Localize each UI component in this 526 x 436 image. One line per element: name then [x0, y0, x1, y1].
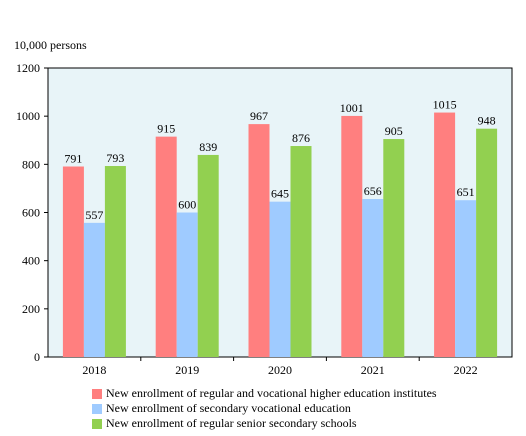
legend-label: New enrollment of regular senior seconda… [106, 416, 357, 430]
bar [176, 212, 198, 357]
y-tick-label: 0 [34, 350, 40, 364]
bar [434, 112, 456, 357]
bar-value-label: 967 [250, 109, 268, 123]
y-tick-label: 1000 [16, 109, 40, 123]
y-tick-label: 600 [22, 206, 40, 220]
y-tick-label: 1200 [16, 61, 40, 75]
bar [455, 200, 477, 357]
bar [83, 222, 105, 357]
bar-value-label: 905 [385, 124, 403, 138]
bar-value-label: 656 [364, 184, 382, 198]
bar [383, 139, 405, 357]
bar [269, 201, 291, 357]
bar-value-label: 557 [85, 208, 103, 222]
bar-value-label: 839 [199, 140, 217, 154]
legend-item: New enrollment of regular senior seconda… [92, 416, 437, 431]
bar-value-label: 791 [64, 152, 82, 166]
legend-item: New enrollment of regular and vocational… [92, 386, 437, 401]
legend-swatch [92, 403, 102, 414]
bar-value-label: 876 [292, 131, 310, 145]
x-tick-label: 2019 [175, 363, 199, 377]
bar-value-label: 651 [457, 185, 475, 199]
bar [341, 115, 363, 357]
bar-value-label: 1001 [340, 101, 364, 115]
legend-item: New enrollment of secondary vocational e… [92, 401, 437, 416]
x-tick-label: 2018 [82, 363, 106, 377]
bar [476, 128, 498, 357]
bar [362, 199, 384, 357]
y-tick-label: 400 [22, 254, 40, 268]
bar [155, 136, 177, 357]
bar [248, 124, 270, 357]
y-tick-label: 200 [22, 302, 40, 316]
legend-label: New enrollment of secondary vocational e… [106, 401, 351, 415]
x-tick-label: 2020 [268, 363, 292, 377]
bar [104, 166, 126, 357]
legend: New enrollment of regular and vocational… [92, 386, 437, 431]
bar [62, 166, 84, 357]
x-tick-label: 2021 [361, 363, 385, 377]
bar-value-label: 645 [271, 187, 289, 201]
bar-value-label: 793 [106, 151, 124, 165]
bar [197, 154, 219, 357]
bar-value-label: 1015 [433, 98, 457, 112]
bar-value-label: 948 [478, 114, 496, 128]
x-tick-label: 2022 [454, 363, 478, 377]
bar-value-label: 915 [157, 122, 175, 136]
bar-value-label: 600 [178, 198, 196, 212]
legend-label: New enrollment of regular and vocational… [106, 386, 437, 400]
legend-swatch [92, 418, 102, 429]
legend-swatch [92, 388, 102, 399]
y-tick-label: 800 [22, 157, 40, 171]
bar [290, 146, 312, 357]
y-axis-unit-label: 10,000 persons [14, 38, 87, 52]
